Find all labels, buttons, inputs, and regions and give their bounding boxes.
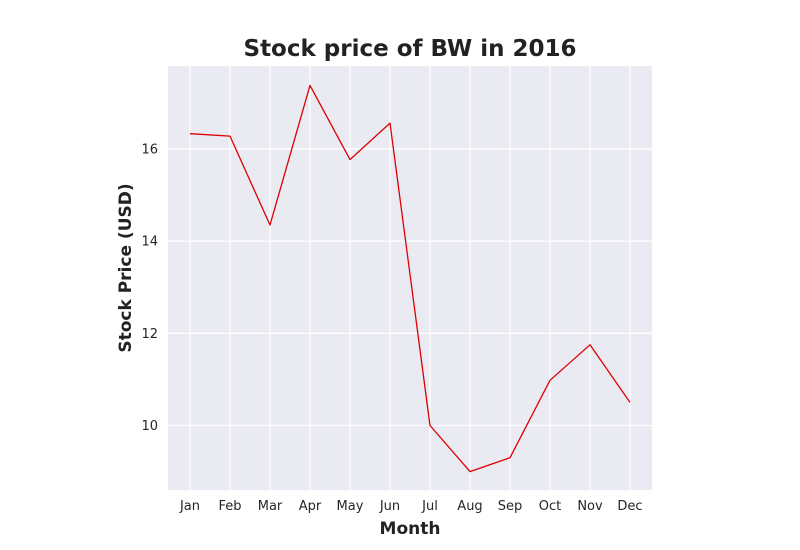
y-tick-label: 12 [141,327,158,342]
series-line [189,84,631,473]
x-tick-label: Aug [457,499,482,514]
x-tick-label: Oct [539,499,561,514]
x-tick-label: Sep [498,499,523,514]
x-tick-label: Mar [258,499,283,514]
chart-title: Stock price of BW in 2016 [244,36,577,62]
y-tick-label: 16 [141,142,158,157]
x-tick-label: Jan [179,499,200,514]
y-tick-label: 14 [141,235,158,250]
x-tick-label: Dec [617,499,642,514]
x-tick-label: Nov [577,499,603,514]
tick-labels: Jan Feb Mar Apr May Jun Jul Aug Sep Oct Nov Dec 10 12… [141,142,642,514]
y-axis-label: Stock Price (USD) [116,183,136,352]
x-tick-label: Jul [421,499,438,514]
series-layer [189,84,631,473]
x-tick-label: Apr [299,499,322,514]
x-tick-label: Jun [379,499,400,514]
grid-lines [168,66,652,490]
x-tick-label: Feb [218,499,241,514]
x-axis-label: Month [380,519,441,539]
x-tick-label: May [337,499,364,514]
y-tick-label: 10 [141,419,158,434]
